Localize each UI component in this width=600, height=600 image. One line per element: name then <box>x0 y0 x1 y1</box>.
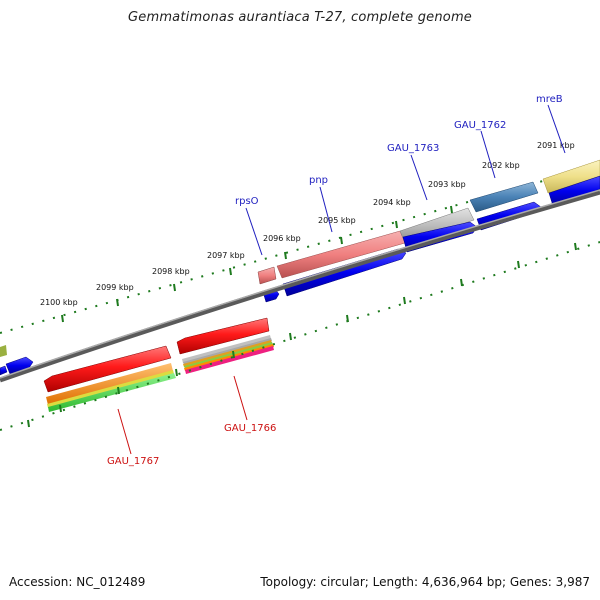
gene-left-olive <box>0 345 7 357</box>
genome-backbone <box>0 189 600 383</box>
reverse-gene-bars <box>43 317 274 412</box>
accession-text: Accession: NC_012489 <box>9 575 146 589</box>
tick-label: 2091 kbp <box>537 141 575 150</box>
gene-rpsO <box>257 266 277 285</box>
cds-left-1 <box>5 356 34 375</box>
gene-label-rpsO: rpsO <box>235 196 259 207</box>
gene-GAU_1762 <box>469 181 539 213</box>
reverse-gene-labels: GAU_1766 GAU_1767 <box>107 423 276 467</box>
tick-label: 2100 kbp <box>40 298 78 307</box>
reverse-label-leaders <box>117 375 248 455</box>
tick-label: 2095 kbp <box>318 216 356 225</box>
gene-label-GAU_1767: GAU_1767 <box>107 456 159 467</box>
tick-label: 2093 kbp <box>428 180 466 189</box>
tick-label: 2094 kbp <box>373 198 411 207</box>
tick-label: 2096 kbp <box>263 234 301 243</box>
tick-label: 2097 kbp <box>207 251 245 260</box>
forward-gene-labels: rpsO pnp GAU_1763 GAU_1762 mreB <box>235 94 563 207</box>
gene-label-mreB: mreB <box>536 94 563 105</box>
reverse-tick-track <box>0 241 600 431</box>
tick-label: 2092 kbp <box>482 161 520 170</box>
forward-cds-arrows <box>0 175 600 376</box>
tick-label: 2098 kbp <box>152 267 190 276</box>
genome-title: Gemmatimonas aurantiaca T-27, complete g… <box>127 10 473 25</box>
gene-label-GAU_1763: GAU_1763 <box>387 143 439 154</box>
gene-mreB <box>542 159 600 194</box>
tick-label: 2099 kbp <box>96 283 134 292</box>
cds-mreB <box>548 175 600 207</box>
tick-labels: 2100 kbp 2099 kbp 2098 kbp 2097 kbp 2096… <box>40 141 575 307</box>
gene-label-pnp: pnp <box>309 175 328 186</box>
cds-left-2 <box>0 365 8 376</box>
gene-GAU_1766 <box>176 317 270 355</box>
gene-label-GAU_1766: GAU_1766 <box>224 423 276 434</box>
gene-GAU_1767 <box>43 345 172 393</box>
forward-label-leaders <box>245 104 566 256</box>
gene-label-GAU_1762: GAU_1762 <box>454 120 506 131</box>
topology-text: Topology: circular; Length: 4,636,964 bp… <box>260 575 590 589</box>
